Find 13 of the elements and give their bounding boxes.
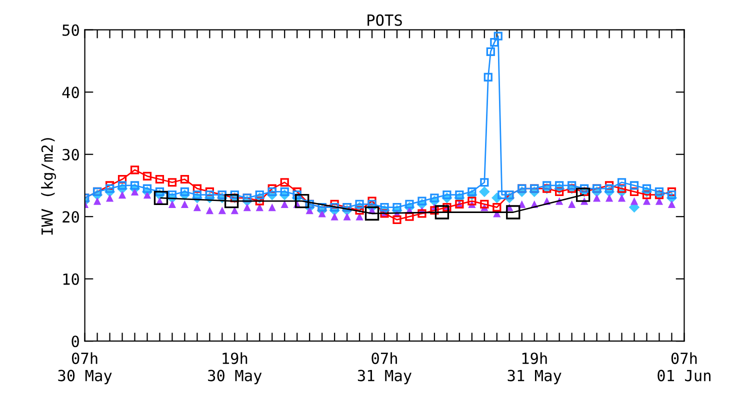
- y-tick-label: 10: [63, 273, 79, 285]
- x-tick-label: 19h 30 May: [208, 352, 262, 384]
- y-axis-title: IWV (kg/m2): [41, 138, 56, 235]
- x-tick-label: 07h 31 May: [358, 352, 412, 384]
- x-tick-label: 07h 30 May: [58, 352, 112, 384]
- y-tick-label: 0: [72, 336, 79, 348]
- y-tick-label: 30: [62, 148, 79, 160]
- y-tick-label: 40: [62, 86, 79, 98]
- x-tick-label: 19h 31 May: [508, 352, 562, 384]
- x-tick-label: 07h 01 Jun: [658, 352, 710, 382]
- y-tick-label: 50: [62, 24, 79, 36]
- y-tick-label: 20: [62, 211, 79, 223]
- chart-title: POTS: [368, 14, 402, 26]
